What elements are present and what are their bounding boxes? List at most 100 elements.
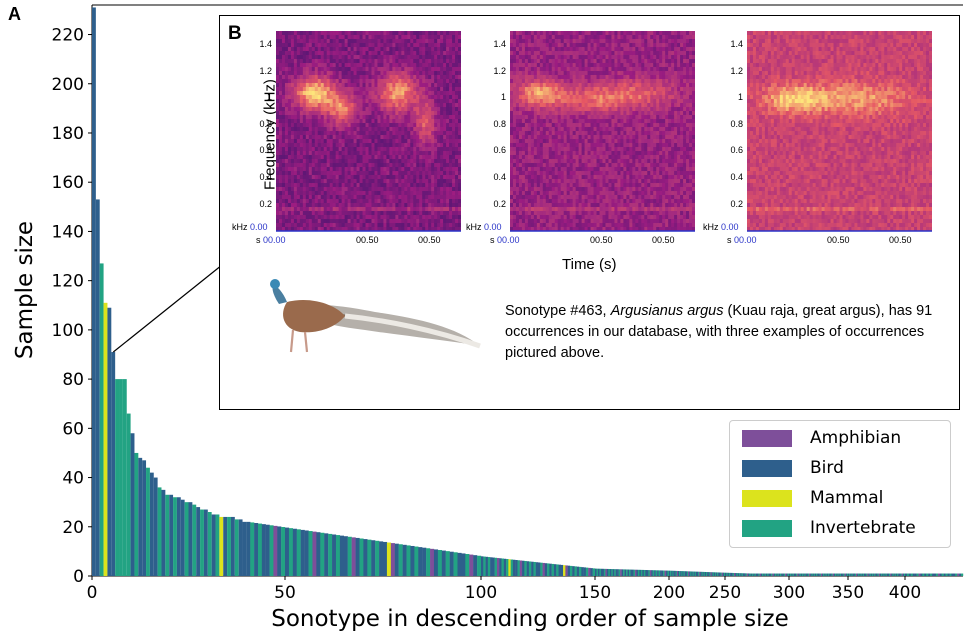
bar (959, 573, 962, 576)
bar (663, 570, 665, 576)
bar (807, 573, 810, 576)
bar (639, 569, 642, 576)
bar (188, 502, 193, 576)
bar (633, 569, 636, 576)
bar (681, 571, 683, 576)
bar (481, 556, 484, 576)
x-tick-label: 300 (773, 583, 805, 603)
bar (667, 570, 670, 576)
bar (846, 573, 849, 576)
bar (234, 519, 239, 576)
bar (203, 509, 208, 576)
bar (682, 571, 684, 576)
bar (951, 573, 954, 576)
bar (891, 573, 893, 576)
bar (490, 557, 493, 576)
bar (922, 573, 925, 576)
bar (437, 549, 442, 576)
bar (814, 573, 817, 576)
bar (689, 571, 691, 576)
bar (261, 524, 266, 576)
bar (883, 573, 885, 576)
bar (146, 467, 150, 576)
y-tick-label: 60 (62, 419, 84, 439)
bar (773, 573, 776, 576)
bar (611, 569, 613, 576)
bar (335, 535, 341, 576)
bar (107, 307, 112, 576)
bar (905, 573, 908, 576)
bar (893, 573, 895, 576)
bar (196, 507, 201, 576)
bar (833, 573, 836, 576)
bar (122, 379, 127, 576)
bar (184, 502, 189, 576)
bar (658, 570, 661, 576)
bar (281, 527, 286, 576)
bar (818, 573, 820, 576)
y-tick-label: 160 (52, 173, 84, 193)
bar (173, 497, 177, 576)
bar (126, 413, 131, 576)
bar (794, 573, 797, 576)
bar (383, 541, 388, 576)
bar (567, 565, 571, 576)
bar (590, 568, 593, 576)
caption: Sonotype #463, Argusianus argus (Kuau ra… (505, 303, 933, 361)
bar (485, 556, 489, 576)
bar (324, 533, 329, 576)
bar (670, 570, 672, 576)
bar (510, 559, 514, 576)
spectrogram-y-tick-label: 0.6 (730, 145, 743, 156)
bar (854, 573, 857, 576)
spectrogram-3 (747, 31, 932, 245)
bar (937, 573, 940, 576)
bar (583, 567, 587, 576)
bar (740, 573, 742, 576)
bar (754, 573, 756, 576)
bar (92, 7, 96, 577)
bar (819, 573, 822, 576)
bar (943, 573, 946, 576)
bar (563, 565, 566, 576)
bar (649, 570, 652, 576)
legend-swatch-bird (742, 459, 792, 477)
bar (693, 571, 695, 576)
bar (827, 573, 830, 576)
bar (657, 570, 659, 576)
bar (671, 570, 673, 576)
bar (899, 573, 901, 576)
bar (473, 555, 478, 576)
legend-item-bird: Bird (742, 453, 844, 483)
x-tick-label: 100 (465, 583, 497, 603)
bar (677, 570, 680, 576)
bar (953, 573, 956, 576)
y-tick-label: 0 (73, 567, 84, 587)
bar (501, 558, 504, 576)
bar (848, 573, 850, 576)
bar (906, 573, 910, 576)
bar (526, 561, 530, 576)
bar (623, 569, 625, 576)
bar (897, 573, 899, 576)
bar (760, 573, 763, 576)
bar (805, 573, 807, 576)
bar (632, 569, 634, 576)
bar (572, 566, 575, 576)
bar (406, 545, 411, 576)
bar (465, 554, 470, 576)
bar (634, 569, 637, 576)
bar (727, 572, 730, 576)
spectrogram-x-tick-label: 00.50 (889, 235, 912, 245)
bar (934, 573, 937, 576)
bar (576, 566, 580, 576)
bar (702, 571, 704, 576)
bar (737, 573, 740, 576)
bar (926, 573, 929, 576)
bar (876, 573, 878, 576)
bar (615, 569, 618, 576)
bar (741, 573, 744, 576)
spectrogram-y-tick-label: 0.6 (259, 145, 272, 156)
bar (792, 573, 794, 576)
bar (739, 573, 741, 576)
